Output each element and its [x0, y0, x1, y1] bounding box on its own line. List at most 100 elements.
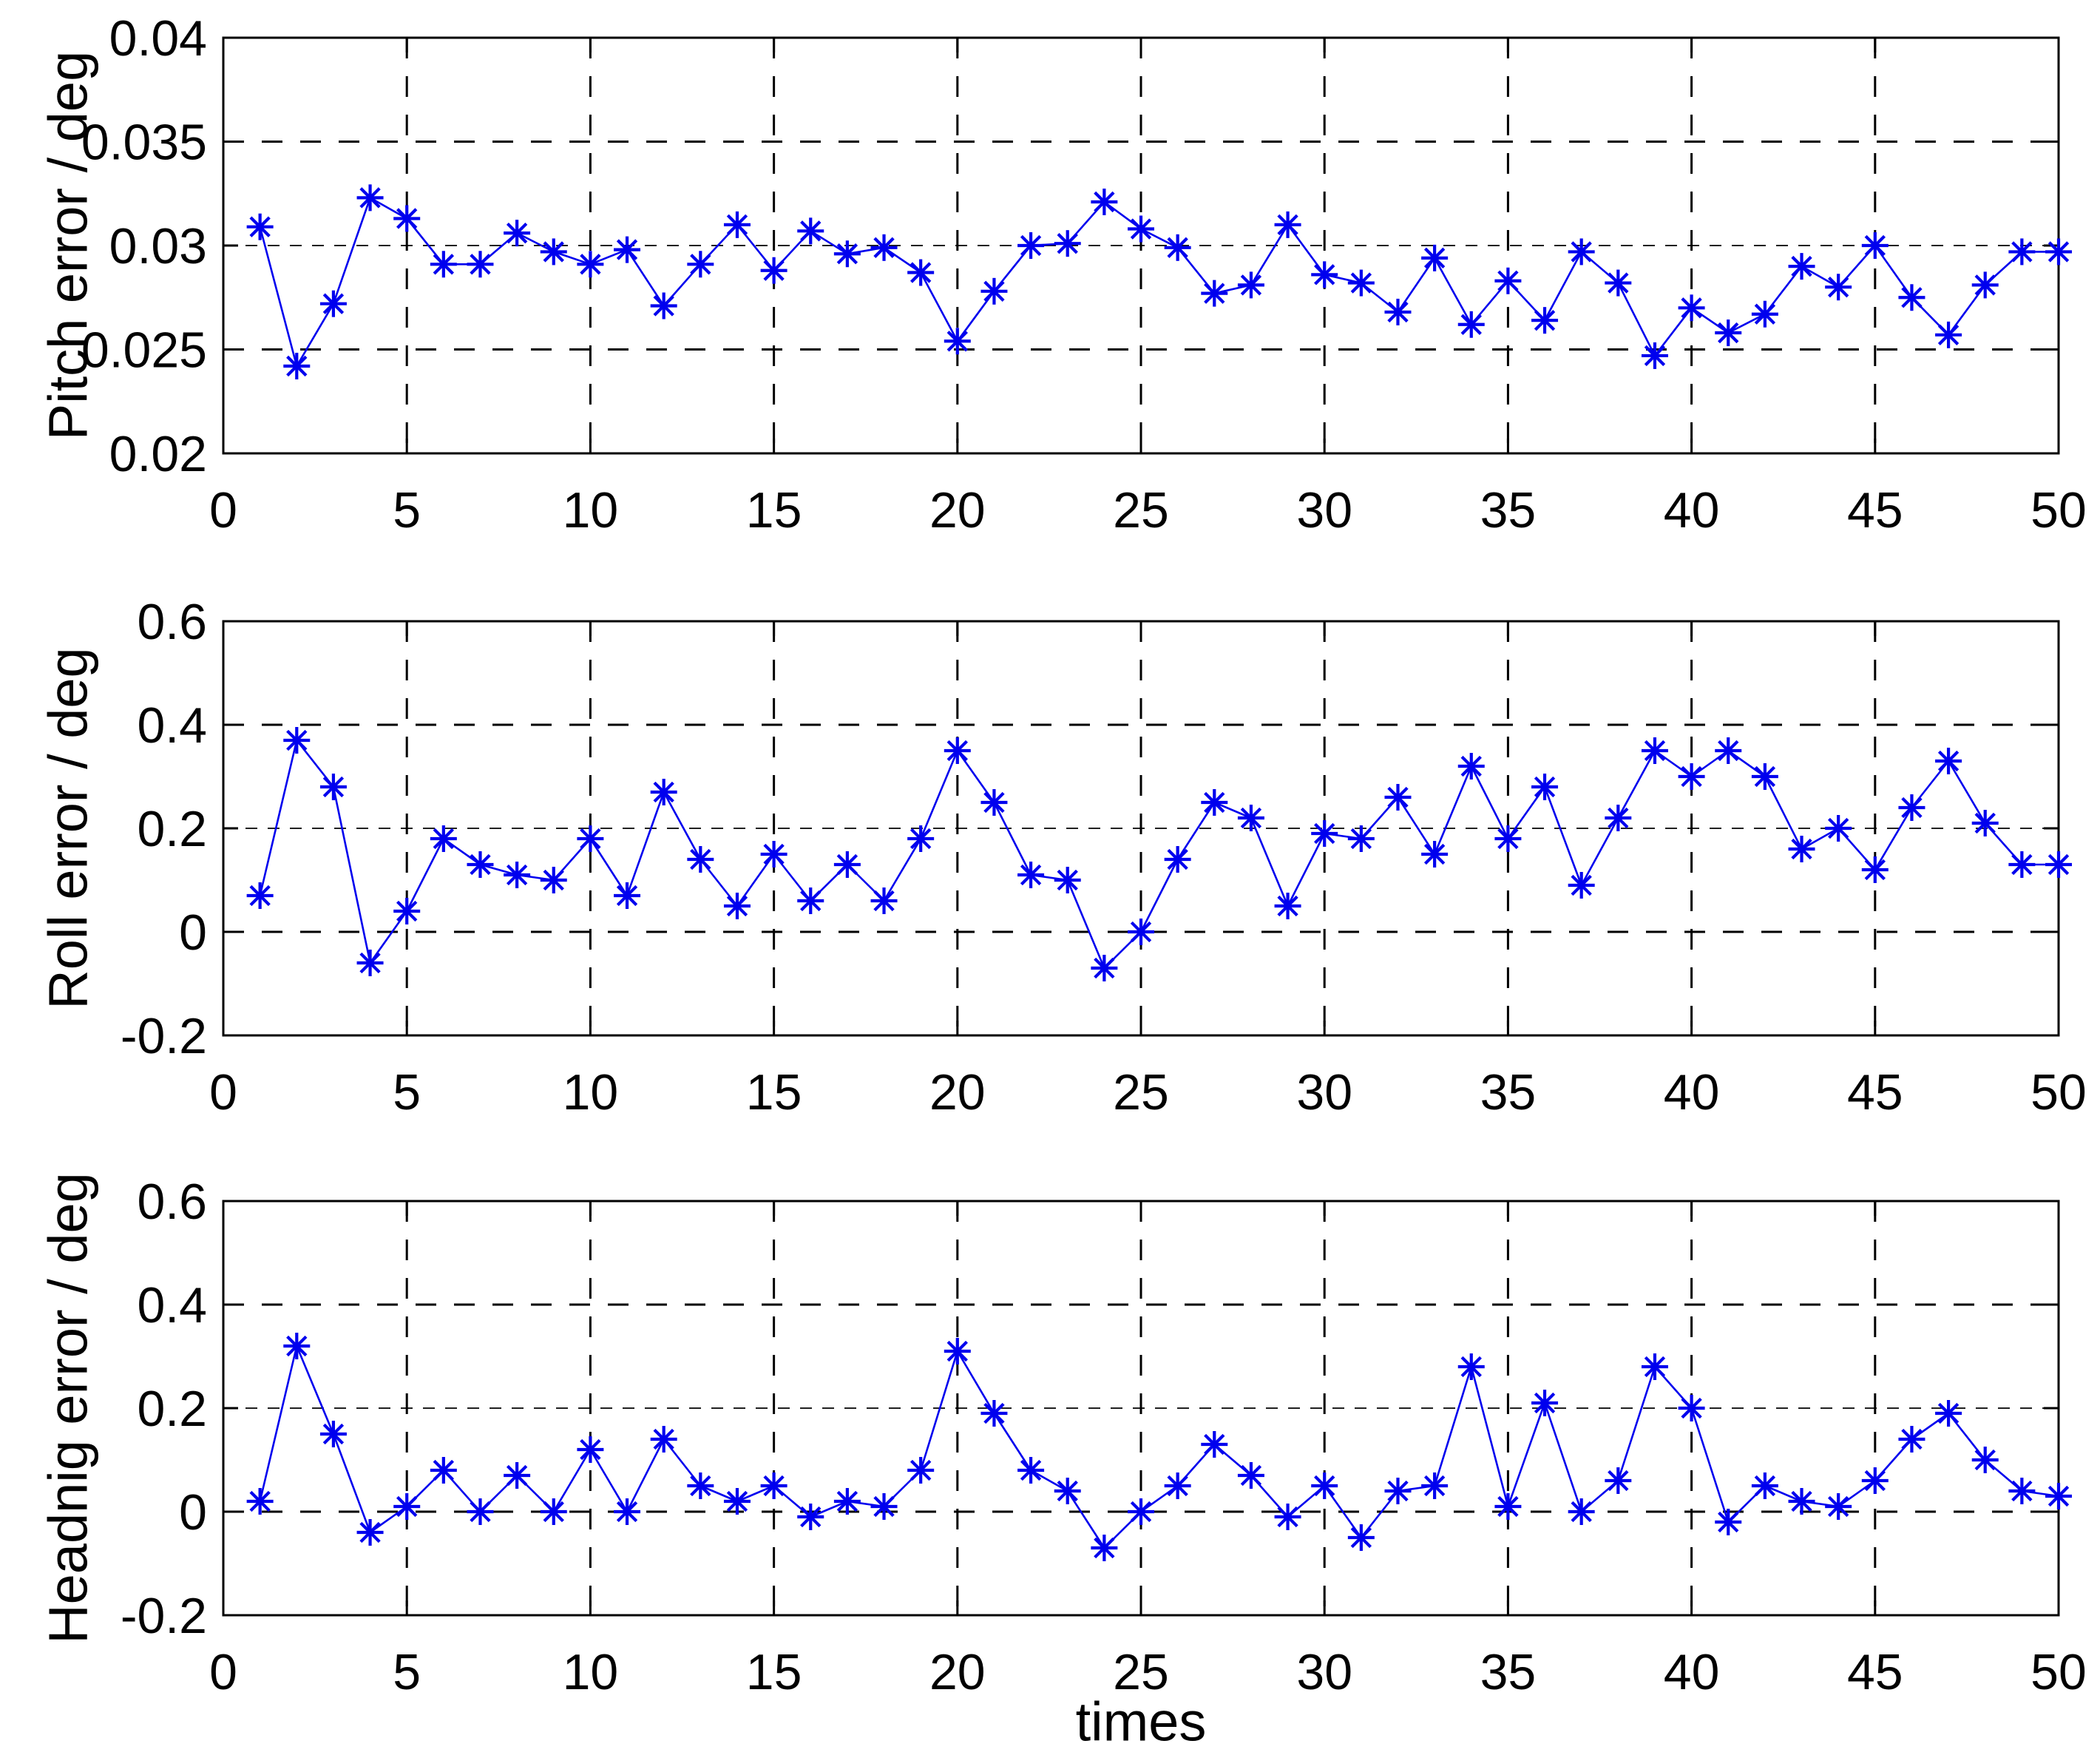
y-tick-label: 0	[179, 904, 207, 961]
x-tick-label: 45	[1847, 1644, 1903, 1700]
data-point-marker	[723, 1488, 751, 1515]
data-point-marker	[1641, 737, 1668, 764]
data-point-marker	[1457, 311, 1485, 338]
data-point-marker	[907, 825, 935, 852]
data-point-marker	[1128, 215, 1154, 243]
data-point-marker	[1531, 774, 1559, 800]
x-tick-label: 35	[1480, 482, 1537, 538]
x-tick-label: 50	[2030, 1644, 2087, 1700]
data-point-marker	[1568, 1498, 1595, 1525]
data-point-marker	[1971, 810, 1999, 836]
data-point-marker	[1605, 1467, 1632, 1494]
x-tick-label: 25	[1113, 1064, 1169, 1120]
data-point-marker	[614, 882, 641, 909]
data-point-marker	[577, 825, 604, 852]
data-point-marker	[1605, 269, 1632, 297]
data-point-marker	[614, 1498, 641, 1525]
data-point-marker	[907, 259, 935, 286]
data-point-marker	[687, 251, 714, 278]
data-point-marker	[1457, 753, 1485, 780]
data-point-marker	[650, 779, 677, 805]
x-tick-label: 45	[1847, 1064, 1903, 1120]
x-tick-label: 10	[563, 1064, 619, 1120]
data-point-marker	[467, 1498, 494, 1525]
x-tick-label: 50	[2030, 482, 2087, 538]
data-point-marker	[1274, 1504, 1301, 1530]
y-tick-label: 0.4	[137, 697, 207, 754]
data-point-marker	[797, 887, 824, 914]
data-point-marker	[1347, 1524, 1375, 1551]
x-axis-label: times	[1075, 1691, 1207, 1753]
data-point-marker	[1164, 234, 1191, 261]
data-point-marker	[1494, 825, 1522, 852]
data-point-marker	[1017, 232, 1045, 259]
data-point-marker	[760, 1472, 788, 1499]
x-tick-label: 20	[929, 1644, 986, 1700]
x-tick-label: 20	[929, 1064, 986, 1120]
y-tick-label: 0.6	[137, 594, 207, 650]
data-point-marker	[687, 846, 714, 873]
data-point-marker	[1164, 846, 1191, 873]
y-tick-label: 0.4	[137, 1277, 207, 1333]
data-point-marker	[980, 789, 1008, 816]
data-point-marker	[504, 1462, 531, 1489]
data-point-marker	[1384, 1478, 1412, 1504]
y-tick-label: 0	[179, 1484, 207, 1541]
x-tick-label: 25	[1113, 1644, 1169, 1700]
x-tick-label: 5	[393, 1644, 421, 1700]
data-point-marker	[1384, 298, 1412, 325]
data-point-marker	[1861, 1467, 1889, 1494]
data-point-marker	[2008, 238, 2036, 266]
data-point-marker	[1641, 1353, 1668, 1380]
data-point-marker	[1825, 274, 1852, 301]
x-tick-label: 50	[2030, 1064, 2087, 1120]
y-tick-label: 0.2	[137, 1381, 207, 1437]
data-point-marker	[540, 867, 567, 893]
data-point-marker	[833, 1488, 861, 1515]
data-point-marker	[319, 1421, 347, 1447]
x-tick-label: 40	[1664, 1064, 1720, 1120]
x-tick-label: 40	[1664, 1644, 1720, 1700]
data-point-marker	[1861, 232, 1889, 259]
data-point-marker	[723, 893, 751, 919]
data-point-marker	[1751, 300, 1778, 328]
x-tick-label: 10	[563, 482, 619, 538]
data-point-marker	[1751, 763, 1778, 790]
data-point-marker	[907, 1457, 935, 1484]
data-point-marker	[356, 184, 384, 212]
data-point-marker	[870, 887, 898, 914]
data-point-marker	[246, 882, 274, 909]
x-tick-label: 5	[393, 1064, 421, 1120]
data-point-marker	[467, 851, 494, 878]
data-point-marker	[1788, 1488, 1815, 1515]
x-tick-label: 10	[563, 1644, 619, 1700]
data-point-marker	[1201, 280, 1228, 307]
data-point-marker	[1091, 188, 1118, 215]
x-tick-label: 5	[393, 482, 421, 538]
data-point-marker	[283, 727, 311, 754]
data-point-marker	[504, 862, 531, 888]
data-point-marker	[1861, 856, 1889, 883]
x-tick-label: 0	[209, 1064, 237, 1120]
data-point-marker	[1421, 841, 1449, 868]
data-point-marker	[1678, 763, 1705, 790]
data-point-marker	[283, 352, 311, 379]
data-point-marker	[1201, 1431, 1228, 1458]
data-point-marker	[1605, 805, 1632, 831]
data-point-marker	[797, 1504, 824, 1530]
data-point-marker	[1311, 1472, 1338, 1499]
data-point-marker	[1054, 230, 1081, 257]
data-point-marker	[356, 1519, 384, 1546]
data-point-marker	[944, 328, 971, 355]
data-point-marker	[2008, 851, 2036, 878]
data-point-marker	[1164, 1472, 1191, 1499]
y-tick-label: 0.025	[81, 322, 207, 379]
data-point-marker	[760, 257, 788, 284]
data-point-marker	[1568, 872, 1595, 899]
data-point-marker	[1091, 955, 1118, 981]
data-point-marker	[870, 234, 898, 261]
y-tick-label: 0.04	[109, 10, 207, 67]
x-tick-label: 45	[1847, 482, 1903, 538]
